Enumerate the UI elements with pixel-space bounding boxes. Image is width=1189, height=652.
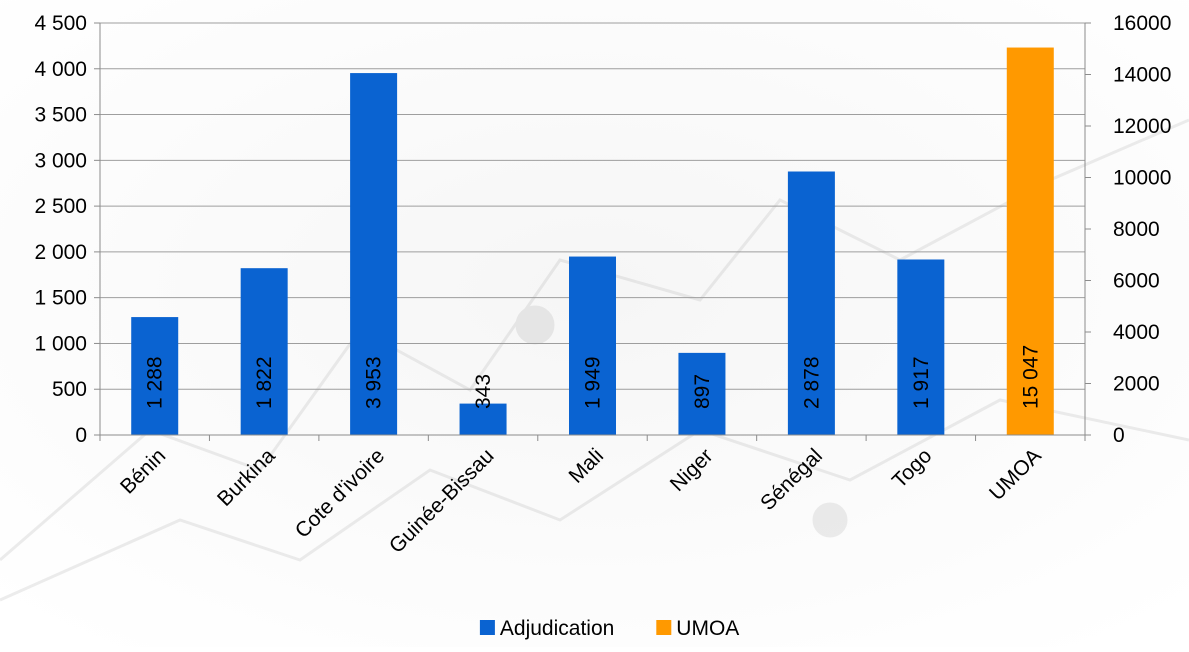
left-axis-tick-label: 1 000 [34, 332, 87, 355]
bars: 1 288 1 822 3 953 343 1 949 897 2 878 1 917 15 0… [131, 47, 1054, 436]
left-axis-tick-label: 0 [75, 424, 87, 447]
legend-label: Adjudication [500, 617, 614, 640]
legend-swatch [479, 620, 495, 635]
right-axis-tick-label: 4000 [1113, 321, 1160, 344]
bar [240, 268, 288, 435]
right-axis-tick-label: 10000 [1113, 167, 1171, 190]
left-axis-tick-label: 1 500 [34, 287, 87, 310]
legend-swatch [656, 620, 672, 635]
bar-data-label: 1 917 [910, 356, 933, 409]
bar-data-label: 3 953 [363, 356, 386, 409]
left-axis-tick-label: 3 000 [34, 149, 87, 172]
bar-data-label: 343 [472, 374, 495, 409]
left-axis-tick-label: 2 500 [34, 195, 87, 218]
bar-data-label: 1 288 [144, 356, 167, 409]
left-axis-tick-label: 4 500 [34, 12, 87, 35]
bar [569, 256, 616, 435]
bar [897, 259, 945, 435]
bar-data-label: 15 047 [1019, 345, 1042, 409]
right-axis-tick-label: 0 [1113, 424, 1125, 447]
bar [787, 171, 835, 435]
bar [350, 73, 398, 436]
right-axis-tick-label: 14000 [1113, 64, 1171, 87]
right-axis-tick-label: 12000 [1113, 115, 1171, 138]
legend: Adjudication UMOA [479, 617, 739, 640]
bar [1006, 47, 1054, 436]
left-axis-tick-label: 3 500 [34, 104, 87, 127]
right-axis-tick-label: 6000 [1113, 270, 1160, 293]
right-axis-tick-label: 8000 [1113, 218, 1160, 241]
background-watermark [0, 118, 1189, 602]
right-axis-tick-label: 2000 [1113, 373, 1160, 396]
bar [131, 317, 179, 435]
left-axis-tick-label: 4 000 [34, 58, 87, 81]
bar [678, 352, 726, 435]
bar [459, 403, 507, 435]
left-axis-tick-label: 2 000 [34, 241, 87, 264]
bar-data-label: 897 [691, 374, 714, 409]
bar-data-label: 2 878 [800, 356, 823, 409]
right-axis-tick-label: 16000 [1113, 12, 1171, 35]
left-axis-tick-label: 500 [52, 378, 87, 401]
bar-data-label: 1 822 [253, 356, 276, 409]
legend-label: UMOA [676, 617, 739, 640]
bar-data-label: 1 949 [582, 356, 605, 409]
